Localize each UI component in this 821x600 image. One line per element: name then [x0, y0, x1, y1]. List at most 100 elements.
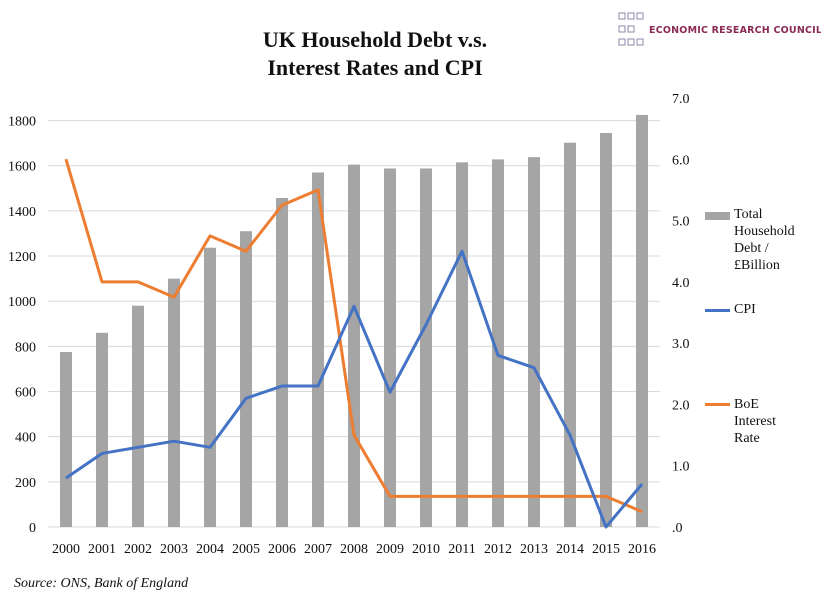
point-cpi-2000	[65, 477, 67, 479]
x-axis-tick-label: 2007	[304, 542, 332, 557]
point-cpi-2005	[245, 397, 247, 399]
left-axis-tick-label: 1600	[8, 160, 36, 175]
bar-debt-2009	[384, 168, 396, 527]
point-boe-2007	[317, 189, 319, 191]
x-axis-tick-label: 2004	[196, 542, 224, 557]
right-axis-tick-label: 6.0	[672, 153, 690, 168]
x-axis-tick-label: 2009	[376, 542, 404, 557]
point-boe-2014	[569, 495, 571, 497]
legend-swatch-debt	[705, 212, 730, 220]
legend-swatch-boe	[705, 403, 730, 406]
x-axis-tick-label: 2006	[268, 542, 296, 557]
point-cpi-2001	[101, 452, 103, 454]
point-cpi-2011	[461, 250, 463, 252]
point-boe-2015	[605, 495, 607, 497]
chart-title-line-2: Interest Rates and CPI	[267, 55, 483, 80]
x-axis-tick-label: 2011	[448, 542, 475, 557]
right-axis-tick-label: .0	[672, 521, 683, 536]
point-boe-2001	[101, 281, 103, 283]
x-axis-tick-label: 2008	[340, 542, 368, 557]
point-boe-2000	[65, 158, 67, 160]
point-cpi-2012	[497, 354, 499, 356]
right-axis-tick-label: 5.0	[672, 215, 690, 230]
bar-debt-2012	[492, 159, 504, 527]
x-axis-tick-label: 2016	[628, 542, 656, 557]
point-cpi-2008	[353, 305, 355, 307]
point-boe-2003	[173, 296, 175, 298]
x-axis-tick-label: 2000	[52, 542, 80, 557]
bar-debt-2000	[60, 352, 72, 527]
left-axis-tick-label: 0	[29, 521, 36, 536]
bar-debt-2015	[600, 132, 612, 527]
point-cpi-2009	[389, 391, 391, 393]
bar-debt-2001	[96, 332, 108, 527]
chart-title-line-1: UK Household Debt v.s.	[262, 27, 488, 52]
right-axis-tick-label: 7.0	[672, 92, 690, 107]
x-axis-tick-label: 2014	[556, 542, 584, 557]
right-axis-tick-label: 4.0	[672, 276, 690, 291]
bar-debt-2011	[456, 162, 468, 527]
point-boe-2011	[461, 495, 463, 497]
bar-debt-2010	[420, 168, 432, 527]
x-axis-tick-label: 2005	[232, 542, 260, 557]
point-boe-2002	[137, 281, 139, 283]
point-boe-2005	[245, 250, 247, 252]
point-cpi-2006	[281, 385, 283, 387]
bar-debt-2003	[168, 278, 180, 527]
point-cpi-2016	[641, 483, 643, 485]
left-axis-tick-label: 200	[15, 476, 36, 491]
x-axis-tick-label: 2015	[592, 542, 620, 557]
point-boe-2012	[497, 495, 499, 497]
point-boe-2009	[389, 495, 391, 497]
point-cpi-2007	[317, 385, 319, 387]
bar-debt-2013	[528, 157, 540, 527]
x-axis-tick-label: 2003	[160, 542, 188, 557]
legend-swatch-cpi	[705, 309, 730, 312]
point-cpi-2014	[569, 434, 571, 436]
bar-debt-2014	[564, 142, 576, 528]
x-axis-tick-label: 2012	[484, 542, 512, 557]
bar-debt-2006	[276, 198, 288, 528]
left-axis-tick-label: 600	[15, 386, 36, 401]
x-axis-tick-label: 2001	[88, 542, 116, 557]
point-cpi-2015	[605, 526, 607, 528]
bar-debt-2002	[132, 305, 144, 527]
x-axis-tick-label: 2010	[412, 542, 440, 557]
point-cpi-2004	[209, 446, 211, 448]
logo-squares-icon	[618, 12, 644, 46]
source-note: Source: ONS, Bank of England	[14, 576, 189, 591]
x-axis-tick-label: 2002	[124, 542, 152, 557]
point-boe-2006	[281, 204, 283, 206]
legend-label-cpi: CPI	[734, 302, 756, 317]
bar-debt-2008	[348, 164, 360, 527]
legend-label-boe: BoE Interest Rate	[734, 397, 776, 446]
left-axis-tick-label: 1800	[8, 115, 36, 130]
point-boe-2016	[641, 511, 643, 513]
point-boe-2008	[353, 434, 355, 436]
point-cpi-2013	[533, 367, 535, 369]
right-axis-tick-label: 3.0	[672, 337, 690, 352]
point-boe-2013	[533, 495, 535, 497]
left-axis-tick-label: 800	[15, 340, 36, 355]
point-boe-2010	[425, 495, 427, 497]
left-axis-tick-label: 1400	[8, 205, 36, 220]
x-axis-tick-label: 2013	[520, 542, 548, 557]
legend-label-debt: Total Household Debt /£Billion	[734, 207, 795, 273]
point-boe-2004	[209, 235, 211, 237]
logo-text: ECONOMIC RESEARCH COUNCIL	[649, 25, 821, 36]
right-axis-tick-label: 2.0	[672, 398, 690, 413]
point-cpi-2010	[425, 324, 427, 326]
left-axis-tick-label: 1200	[8, 250, 36, 265]
bar-debt-2005	[240, 231, 252, 527]
left-axis-tick-label: 400	[15, 431, 36, 446]
bar-debt-2016	[636, 114, 648, 528]
point-cpi-2002	[137, 446, 139, 448]
point-cpi-2003	[173, 440, 175, 442]
bar-debt-2004	[204, 247, 216, 527]
left-axis-tick-label: 1000	[8, 295, 36, 310]
economic-research-council-logo: ECONOMIC RESEARCH COUNCIL	[618, 10, 821, 54]
bar-debt-2007	[312, 172, 324, 527]
right-axis-tick-label: 1.0	[672, 460, 690, 475]
